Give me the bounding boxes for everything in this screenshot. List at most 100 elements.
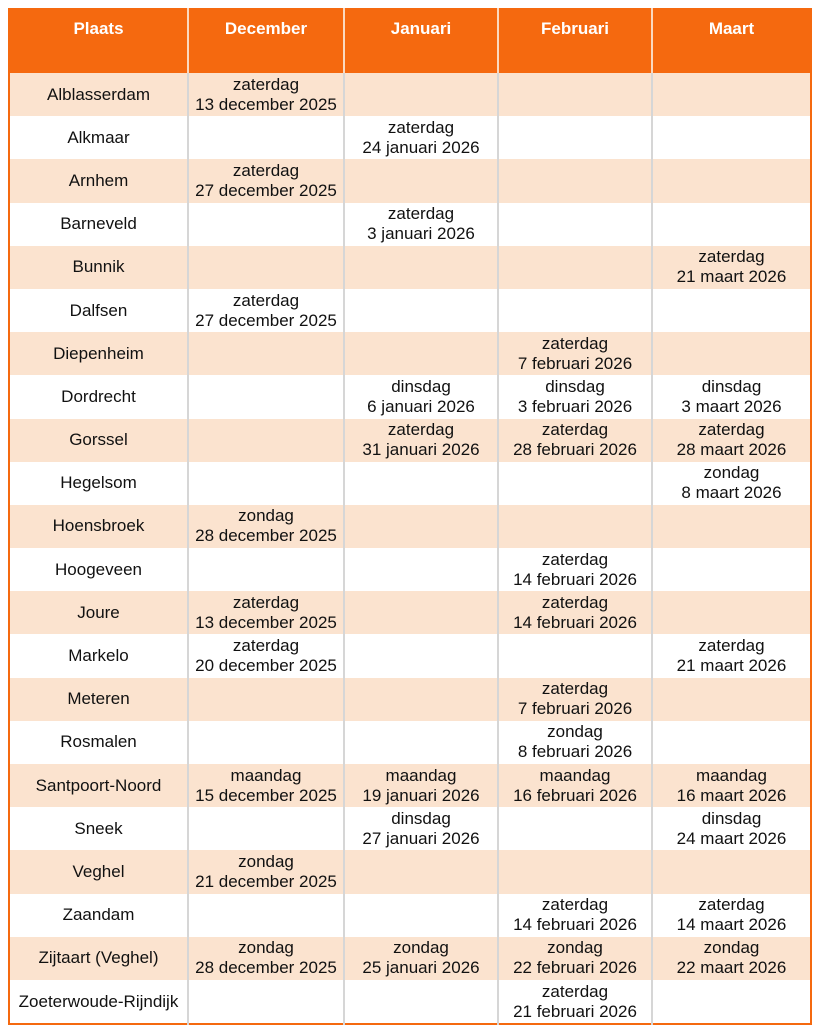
day-name: dinsdag [545,376,605,396]
date-cell [497,850,652,894]
place-cell: Gorssel [69,430,128,450]
day-name: zaterdag [232,160,300,180]
place-cell: Dordrecht [61,386,136,406]
date-cell [651,850,811,894]
date-cell [497,807,652,851]
day-name: zondag [238,851,294,871]
date-cell: zaterdag 14 maart 2026 [651,893,811,937]
date-cell [187,418,344,462]
date-cell: dinsdag 3 februari 2026 [497,375,652,419]
date-value: 14 februari 2026 [513,915,637,935]
day-name: maandag [385,765,457,785]
date-cell: zaterdag 13 december 2025 [187,591,344,635]
date-cell: zaterdag 21 februari 2026 [497,979,652,1025]
day-name: zaterdag [387,117,455,137]
date-cell [187,375,344,419]
date-cell [343,720,498,764]
date-cell: zondag 21 december 2025 [187,850,344,894]
table-row: Gorssel zaterdag 31 januari 2026 zaterdag 28… [9,418,811,462]
day-name: dinsdag [391,376,451,396]
day-name: zaterdag [387,204,455,224]
date-value: 21 maart 2026 [676,267,787,287]
date-cell: zondag 25 januari 2026 [343,936,498,980]
date-cell [343,850,498,894]
date-cell [343,591,498,635]
date-value: 20 december 2025 [195,656,337,676]
date-cell [343,288,498,333]
column-header-maart: Maart [651,9,811,73]
date-cell [497,504,652,549]
date-cell: dinsdag 24 maart 2026 [651,807,811,851]
date-cell [187,979,344,1025]
date-cell [343,245,498,289]
date-value: 27 december 2025 [195,310,337,330]
date-value: 27 januari 2026 [362,828,480,848]
date-cell [651,73,811,117]
date-value: 13 december 2025 [195,94,337,114]
date-cell [187,548,344,592]
table-row: Barneveld zaterdag 3 januari 2026 [9,202,811,246]
date-value: 28 december 2025 [195,526,337,546]
place-cell: Hoensbroek [52,516,145,536]
table-row: Zoeterwoude-Rijndijk zaterdag 21 februari … [9,979,811,1025]
date-value: 22 februari 2026 [513,958,637,978]
table-row: Dordrecht dinsdag 6 januari 2026 dinsdag 3 f… [9,375,811,419]
day-name: zaterdag [541,679,609,699]
date-value: 21 februari 2026 [513,1001,637,1021]
date-cell: zaterdag 14 februari 2026 [497,893,652,937]
day-name: zondag [547,722,603,742]
date-cell [343,461,498,505]
date-cell [497,202,652,246]
day-name: dinsdag [701,376,762,396]
table-row: Diepenheim zaterdag 7 februari 2026 [9,332,811,376]
day-name: zaterdag [698,247,765,267]
date-cell [497,116,652,160]
place-cell: Markelo [68,646,129,666]
date-value: 3 januari 2026 [367,224,475,244]
date-cell: maandag 15 december 2025 [187,764,344,808]
column-header-februari: Februari [497,9,652,73]
date-cell: maandag 19 januari 2026 [343,764,498,808]
date-cell [343,634,498,678]
date-cell: zaterdag 13 december 2025 [187,73,344,117]
date-cell [651,159,811,203]
date-value: 19 januari 2026 [362,785,480,805]
date-cell [343,504,498,549]
day-name: zaterdag [232,74,300,94]
day-name: maandag [539,765,611,785]
day-name: zaterdag [232,592,300,612]
date-cell: zaterdag 28 februari 2026 [497,418,652,462]
date-cell: zondag 22 maart 2026 [651,936,811,980]
date-cell [497,461,652,505]
date-cell [187,720,344,764]
date-cell [187,245,344,289]
date-cell [651,288,811,333]
table-row: Dalfsen zaterdag 27 december 2025 [9,288,811,333]
date-cell: zaterdag 3 januari 2026 [343,202,498,246]
date-cell [497,634,652,678]
table-row: Santpoort-Noord maandag 15 december 2025 ma… [9,764,811,808]
date-value: 3 maart 2026 [681,396,782,416]
date-cell [343,893,498,937]
date-cell [187,461,344,505]
place-cell: Zaandam [62,905,135,925]
table-row: Bunnik zaterdag 21 maart 2026 [9,245,811,289]
date-cell: dinsdag 3 maart 2026 [651,375,811,419]
table-row: Sneek dinsdag 27 januari 2026 dinsdag 24 maa… [9,807,811,851]
table-row: Joure zaterdag 13 december 2025 zaterdag 14 … [9,591,811,635]
day-name: zaterdag [541,549,609,569]
column-header-januari: Januari [343,9,498,73]
place-cell: Santpoort-Noord [35,775,162,795]
schedule-table: Plaats December Januari Februari Maart Albla… [8,8,812,1025]
date-cell [651,116,811,160]
date-cell: zaterdag 14 februari 2026 [497,591,652,635]
date-cell [497,245,652,289]
day-name: zondag [703,463,760,483]
date-cell: zaterdag 28 maart 2026 [651,418,811,462]
day-name: zaterdag [541,420,609,440]
date-cell [497,288,652,333]
date-value: 6 januari 2026 [367,396,475,416]
place-cell: Veghel [72,861,125,881]
place-cell: Rosmalen [60,732,137,752]
table-header: Plaats December Januari Februari Maart [9,9,811,73]
